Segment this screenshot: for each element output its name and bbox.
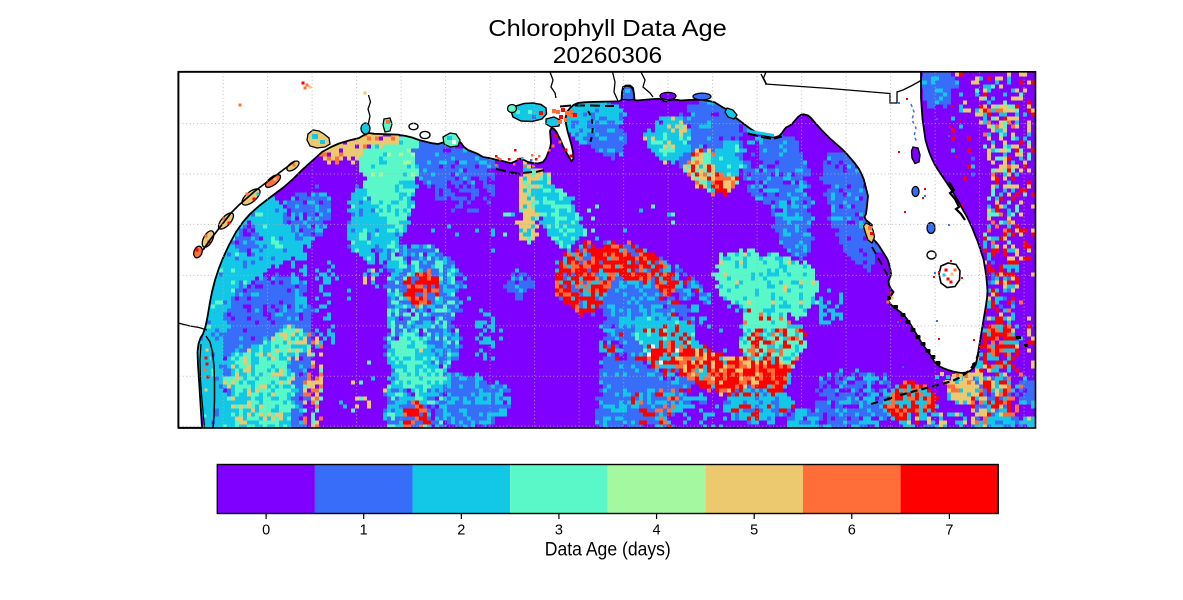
svg-text:6: 6 [848, 522, 856, 538]
svg-text:Chlorophyll Data Age: Chlorophyll Data Age [488, 15, 727, 41]
svg-text:2: 2 [457, 522, 465, 538]
svg-text:20260306: 20260306 [553, 42, 663, 68]
svg-text:3: 3 [555, 522, 563, 538]
svg-text:4: 4 [653, 522, 661, 538]
svg-text:1: 1 [360, 522, 368, 538]
svg-text:0: 0 [262, 522, 270, 538]
svg-text:5: 5 [750, 522, 758, 538]
svg-text:Data Age (days): Data Age (days) [545, 540, 671, 561]
svg-text:7: 7 [945, 522, 953, 538]
